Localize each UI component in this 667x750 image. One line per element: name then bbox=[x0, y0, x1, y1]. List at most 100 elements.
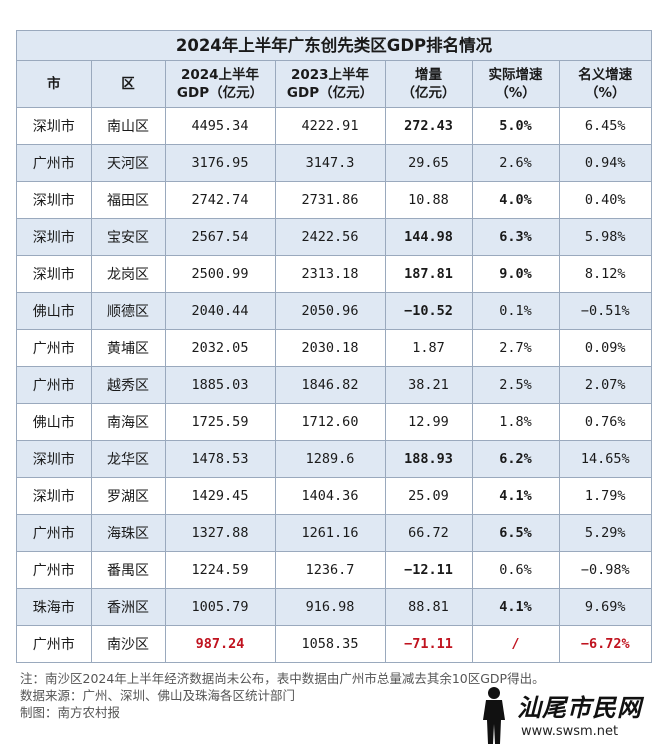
table-row: 珠海市 香洲区 1005.79 916.98 88.81 4.1% 9.69% bbox=[17, 588, 651, 626]
cell-district: 海珠区 bbox=[90, 514, 166, 552]
table-row: 深圳市 罗湖区 1429.45 1404.36 25.09 4.1% 1.79% bbox=[17, 477, 651, 515]
cell-increase: 188.93 bbox=[384, 440, 473, 478]
table-row: 广州市 天河区 3176.95 3147.3 29.65 2.6% 0.94% bbox=[17, 144, 651, 182]
table-row: 佛山市 南海区 1725.59 1712.60 12.99 1.8% 0.76% bbox=[17, 403, 651, 441]
cell-nominal-growth: −6.72% bbox=[558, 625, 651, 662]
cell-gdp2024: 2032.05 bbox=[164, 329, 276, 367]
cell-city: 珠海市 bbox=[17, 588, 92, 626]
cell-district: 福田区 bbox=[90, 181, 166, 219]
cell-gdp2024: 1005.79 bbox=[164, 588, 276, 626]
cell-gdp2024: 1725.59 bbox=[164, 403, 276, 441]
cell-gdp2023: 4222.91 bbox=[274, 107, 386, 145]
cell-increase: −10.52 bbox=[384, 292, 473, 330]
header-nominal-growth: 名义增速 （%） bbox=[558, 61, 651, 108]
cell-district: 顺德区 bbox=[90, 292, 166, 330]
table-row: 深圳市 龙华区 1478.53 1289.6 188.93 6.2% 14.65% bbox=[17, 440, 651, 478]
cell-real-growth: 4.0% bbox=[471, 181, 560, 219]
table-row: 深圳市 龙岗区 2500.99 2313.18 187.81 9.0% 8.12% bbox=[17, 255, 651, 293]
cell-increase: 187.81 bbox=[384, 255, 473, 293]
watermark: 汕尾市民网 www.swsm.net bbox=[477, 686, 657, 746]
cell-gdp2023: 1846.82 bbox=[274, 366, 386, 404]
cell-increase: 88.81 bbox=[384, 588, 473, 626]
cell-real-growth: 1.8% bbox=[471, 403, 560, 441]
cell-nominal-growth: −0.98% bbox=[558, 551, 651, 589]
cell-district: 天河区 bbox=[90, 144, 166, 182]
cell-nominal-growth: 2.07% bbox=[558, 366, 651, 404]
cell-increase: 144.98 bbox=[384, 218, 473, 256]
header-real-growth: 实际增速 （%） bbox=[471, 61, 560, 108]
cell-gdp2024: 2040.44 bbox=[164, 292, 276, 330]
cell-city: 深圳市 bbox=[17, 107, 92, 145]
cell-real-growth: 6.3% bbox=[471, 218, 560, 256]
cell-gdp2023: 2731.86 bbox=[274, 181, 386, 219]
cell-gdp2024: 1885.03 bbox=[164, 366, 276, 404]
header-gdp2023: 2023上半年 GDP（亿元） bbox=[274, 61, 386, 108]
source-line: 数据来源：广州、深圳、佛山及珠海各区统计部门 bbox=[20, 688, 296, 703]
cell-city: 佛山市 bbox=[17, 403, 92, 441]
cell-gdp2023: 3147.3 bbox=[274, 144, 386, 182]
table-title: 2024年上半年广东创先类区GDP排名情况 bbox=[17, 31, 651, 61]
cell-increase: −12.11 bbox=[384, 551, 473, 589]
cell-district: 香洲区 bbox=[90, 588, 166, 626]
table-row: 广州市 番禺区 1224.59 1236.7 −12.11 0.6% −0.98% bbox=[17, 551, 651, 589]
cell-gdp2023: 1236.7 bbox=[274, 551, 386, 589]
cell-real-growth: 0.1% bbox=[471, 292, 560, 330]
cell-gdp2024: 2500.99 bbox=[164, 255, 276, 293]
cell-real-growth: / bbox=[471, 625, 560, 662]
cell-real-growth: 4.1% bbox=[471, 477, 560, 515]
table-row: 广州市 南沙区 987.24 1058.35 −71.11/−6.72% bbox=[17, 625, 651, 662]
cell-nominal-growth: 9.69% bbox=[558, 588, 651, 626]
cell-increase: −71.11 bbox=[384, 625, 473, 662]
cell-city: 深圳市 bbox=[17, 255, 92, 293]
cell-gdp2024: 2567.54 bbox=[164, 218, 276, 256]
cell-city: 广州市 bbox=[17, 514, 92, 552]
cell-gdp2023: 2050.96 bbox=[274, 292, 386, 330]
header-increase: 增量 （亿元） bbox=[384, 61, 473, 108]
cell-district: 黄埔区 bbox=[90, 329, 166, 367]
table-row: 广州市 越秀区 1885.03 1846.82 38.21 2.5% 2.07% bbox=[17, 366, 651, 404]
cell-district: 越秀区 bbox=[90, 366, 166, 404]
cell-gdp2023: 1058.35 bbox=[274, 625, 386, 662]
note-line: 注：南沙区2024年上半年经济数据尚未公布，表中数据由广州市总量减去其余10区G… bbox=[20, 671, 545, 686]
gdp-table: 市 区 2024上半年 GDP（亿元） 2023上半年 GDP（亿元） 增量 （亿元）… bbox=[17, 61, 651, 662]
cell-increase: 10.88 bbox=[384, 181, 473, 219]
cell-nominal-growth: −0.51% bbox=[558, 292, 651, 330]
gdp-table-container: 2024年上半年广东创先类区GDP排名情况 市 区 2024上半年 GDP（亿元）… bbox=[16, 30, 652, 663]
cell-real-growth: 2.7% bbox=[471, 329, 560, 367]
cell-gdp2023: 2422.56 bbox=[274, 218, 386, 256]
cell-real-growth: 6.5% bbox=[471, 514, 560, 552]
notes: 注：南沙区2024年上半年经济数据尚未公布，表中数据由广州市总量减去其余10区G… bbox=[20, 670, 650, 721]
cell-gdp2024: 1224.59 bbox=[164, 551, 276, 589]
cell-district: 罗湖区 bbox=[90, 477, 166, 515]
cell-increase: 272.43 bbox=[384, 107, 473, 145]
cell-nominal-growth: 0.40% bbox=[558, 181, 651, 219]
cell-district: 南海区 bbox=[90, 403, 166, 441]
cell-real-growth: 6.2% bbox=[471, 440, 560, 478]
credit-line: 制图：南方农村报 bbox=[20, 705, 121, 720]
cell-gdp2024: 4495.34 bbox=[164, 107, 276, 145]
cell-increase: 25.09 bbox=[384, 477, 473, 515]
person-silhouette-icon bbox=[483, 687, 505, 744]
cell-city: 广州市 bbox=[17, 329, 92, 367]
table-row: 广州市 海珠区 1327.88 1261.16 66.72 6.5% 5.29% bbox=[17, 514, 651, 552]
cell-nominal-growth: 1.79% bbox=[558, 477, 651, 515]
cell-gdp2023: 1289.6 bbox=[274, 440, 386, 478]
cell-district: 宝安区 bbox=[90, 218, 166, 256]
cell-increase: 66.72 bbox=[384, 514, 473, 552]
cell-city: 佛山市 bbox=[17, 292, 92, 330]
cell-district: 龙岗区 bbox=[90, 255, 166, 293]
table-row: 广州市 黄埔区 2032.05 2030.18 1.87 2.7% 0.09% bbox=[17, 329, 651, 367]
cell-real-growth: 0.6% bbox=[471, 551, 560, 589]
cell-nominal-growth: 6.45% bbox=[558, 107, 651, 145]
cell-increase: 12.99 bbox=[384, 403, 473, 441]
cell-city: 广州市 bbox=[17, 144, 92, 182]
cell-gdp2023: 1712.60 bbox=[274, 403, 386, 441]
table-row: 深圳市 宝安区 2567.54 2422.56 144.98 6.3% 5.98% bbox=[17, 218, 651, 256]
cell-gdp2023: 916.98 bbox=[274, 588, 386, 626]
cell-nominal-growth: 5.98% bbox=[558, 218, 651, 256]
cell-city: 深圳市 bbox=[17, 440, 92, 478]
cell-nominal-growth: 14.65% bbox=[558, 440, 651, 478]
table-row: 佛山市 顺德区 2040.44 2050.96 −10.52 0.1% −0.51% bbox=[17, 292, 651, 330]
cell-nominal-growth: 0.09% bbox=[558, 329, 651, 367]
cell-real-growth: 2.5% bbox=[471, 366, 560, 404]
